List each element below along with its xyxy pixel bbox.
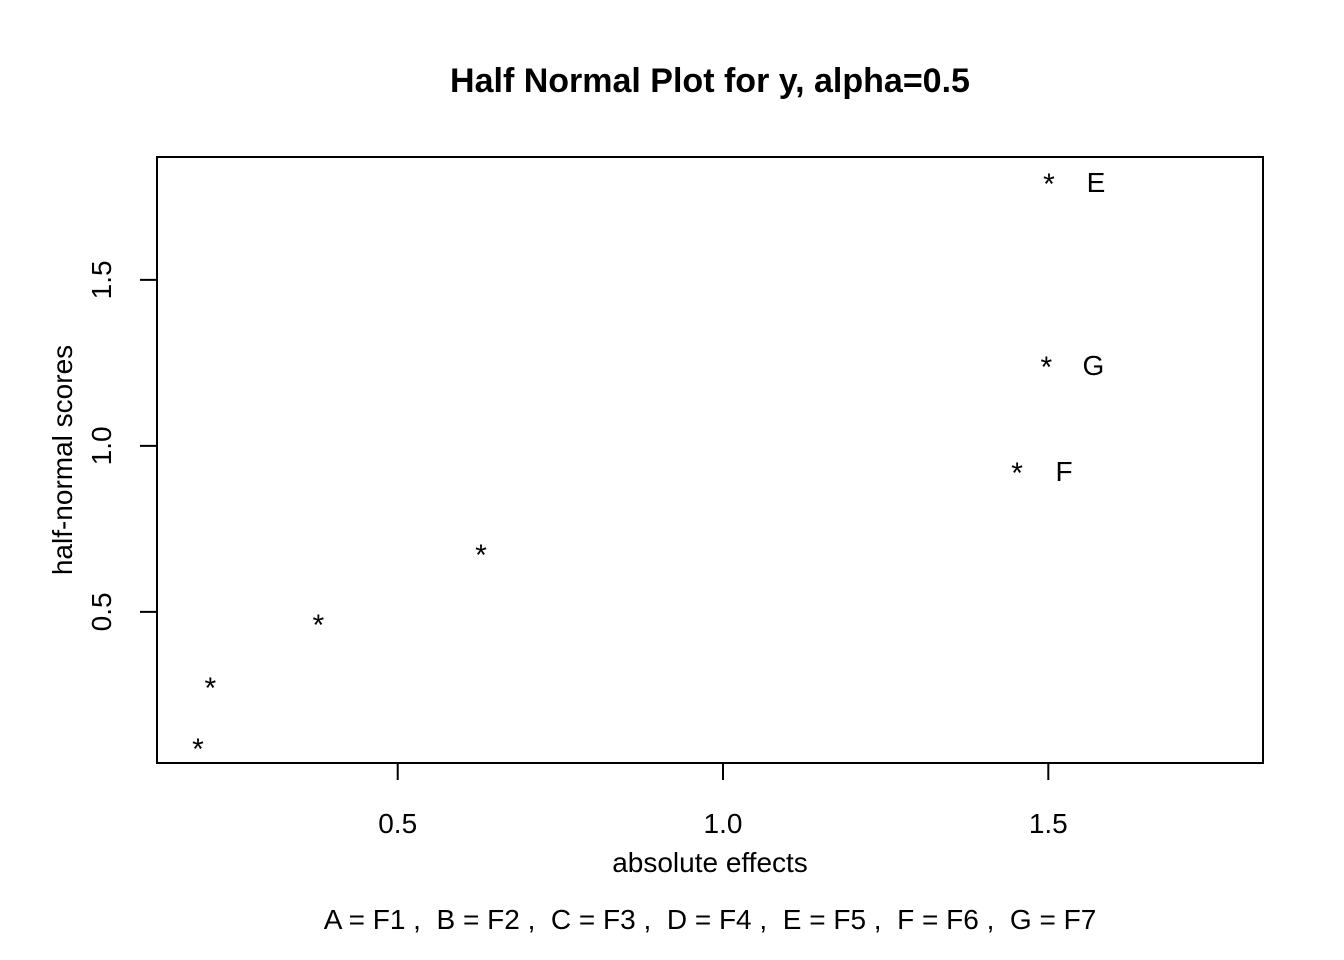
data-point-marker: * (1043, 168, 1055, 201)
x-axis: 0.5 1.0 1.5 (378, 763, 1068, 839)
data-point-marker: * (205, 672, 217, 705)
x-tick-label: 1.0 (704, 808, 743, 839)
x-tick-label: 0.5 (378, 808, 417, 839)
point-label-F: F (1056, 456, 1073, 487)
plot-frame (156, 156, 1264, 764)
data-point-marker: * (192, 733, 204, 766)
data-point-marker: * (1041, 351, 1053, 384)
x-tick-label: 1.5 (1029, 808, 1068, 839)
chart-title: Half Normal Plot for y, alpha=0.5 (450, 62, 970, 100)
x-axis-label: absolute effects (612, 847, 808, 878)
point-label-E: E (1087, 167, 1106, 198)
data-point-marker: * (475, 539, 487, 572)
data-point-marker: * (313, 609, 325, 642)
point-label-G: G (1082, 350, 1104, 381)
y-axis: 0.5 1.0 1.5 (86, 260, 157, 631)
data-point-marker: * (1011, 457, 1023, 490)
factor-legend-subtitle: A = F1 , B = F2 , C = F3 , D = F4 , E = … (324, 904, 1097, 935)
data-points: ***** F* G* E (192, 167, 1105, 766)
y-tick-label: 1.0 (86, 426, 117, 465)
y-axis-label: half-normal scores (47, 345, 78, 575)
y-tick-label: 1.5 (86, 260, 117, 299)
y-tick-label: 0.5 (86, 592, 117, 631)
